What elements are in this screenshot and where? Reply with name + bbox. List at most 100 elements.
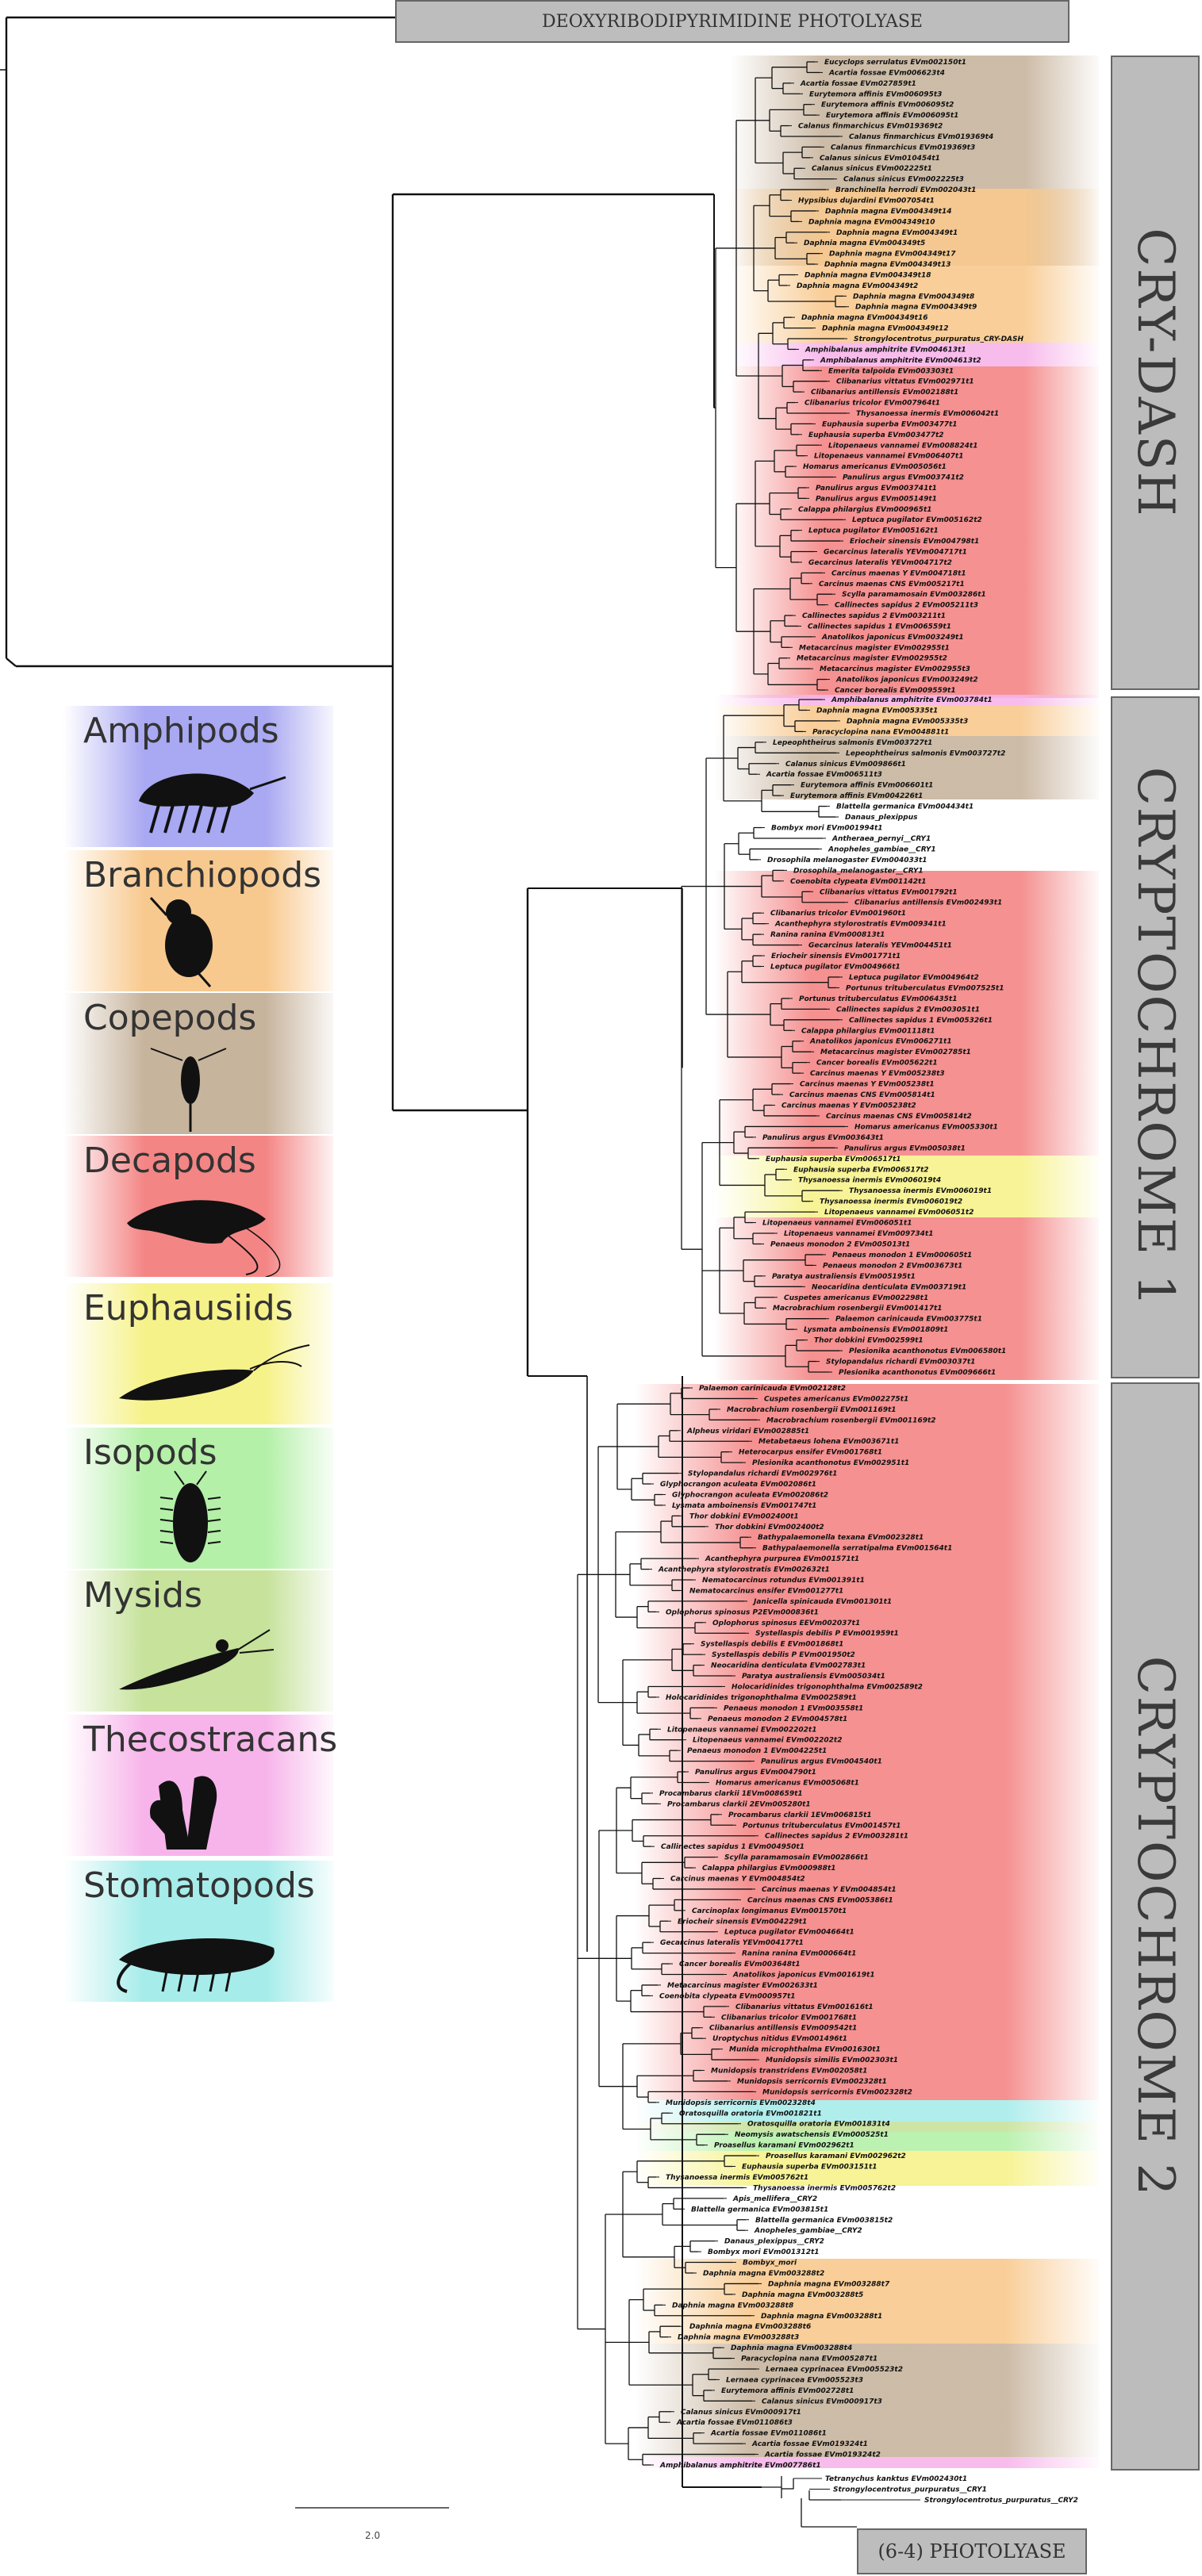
legend-swatch [63,1861,333,2002]
taxon-label: Blattella germanica EVm003815t1 [691,2206,828,2214]
taxon-label: Macrobrachium rosenbergii EVm001169t1 [727,1406,897,1414]
header-label: DEOXYRIBODIPYRIMIDINE PHOTOLYASE [542,11,923,32]
taxon-label: Paracyclopina nana EVm005287t1 [741,2356,877,2363]
taxon-band [714,706,1099,736]
taxon-label: Thysanoessa inermis EVm005762t1 [666,2174,808,2182]
taxon-label: Calanus finmarchicus EVm019369t2 [798,123,943,131]
taxon-label: Thor dobkini EVm002400t1 [689,1512,799,1520]
taxon-label: Macrobrachium rosenbergii EVm001417t1 [773,1305,943,1313]
taxon-label: Plesionika acanthonotus EVm002951t1 [752,1459,909,1467]
taxon-label: Clibanarius antillensis EVm009542t1 [709,2025,857,2033]
taxon-label: Calanus sinicus EVm000917t3 [762,2398,882,2405]
clade-label-cryptochrome-1: CRYPTOCHROME 1 [1111,696,1200,1378]
legend-swatch [63,1283,333,1424]
taxon-label: Acartia fossae EVm006511t3 [766,771,882,779]
taxon-label: Penaeus monodon 2 EVm005013t1 [770,1240,910,1248]
taxon-label: Palaemon carinicauda EVm002128t2 [699,1385,846,1393]
taxon-label: Panulirus argus EVm005038t1 [844,1144,966,1152]
taxon-band [635,2344,1099,2457]
taxon-label: Daphnia magna EVm003288t5 [742,2291,863,2299]
legend-item-stomatopods: Stomatopods [63,1861,333,2002]
clade-label-text: CRYPTOCHROME 1 [1126,766,1185,1309]
taxon-label: Gecarcinus lateralis YEVm004177t1 [660,1939,804,1947]
taxon-label: Hypsibius dujardini EVm007054t1 [798,197,935,205]
taxon-label: Amphibalanus amphitrite EVm007786t1 [659,2462,821,2470]
taxon-label: Acanthephyra stylorostratis EVm002632t1 [658,1566,830,1574]
taxon-label: Callinectes sapidus 1 EVm005326t1 [849,1017,993,1025]
taxon-label: Procambarus clarkii 1EVm008659t1 [659,1790,803,1798]
legend-label: Euphausiids [83,1288,294,1328]
amphipod-icon [139,773,286,834]
euphausiid-icon [119,1344,310,1401]
taxon-label: Carcinus maenas CNS EVm005386t1 [747,1896,893,1904]
taxon-label: Acartia fossae EVm027859t1 [800,80,916,88]
taxon-label: Scylla paramamosain EVm002866t1 [724,1854,869,1862]
legend-label: Copepods [83,998,257,1038]
taxon-band [714,1156,1099,1217]
taxon-label: Munidopsis serricornis EVm002328t4 [666,2099,816,2107]
taxon-label: Homarus americanus EVm005068t1 [716,1779,859,1787]
taxon-label: Neocaridina denticulata EVm003719t1 [812,1283,966,1291]
taxon-label: Clibanarius tricolor EVm001768t1 [721,2014,857,2022]
taxon-band [635,1384,1099,2100]
taxon-label: Homarus americanus EVm005056t1 [803,463,947,471]
taxon-label: Stylopandalus richardi EVm003037t1 [826,1359,975,1367]
taxon-label: Carcinus maenas CNS EVm005814t1 [789,1091,935,1099]
taxon-label: Proasellus karamani EVm002962t1 [714,2142,854,2150]
taxon-label: Portunus trituberculatus EVm001457t1 [743,1822,901,1830]
taxon-label: Thysanoessa inermis EVm006042t1 [856,410,999,418]
taxon-label: Daphnia magna EVm004349t14 [825,208,952,216]
taxon-label: Thor dobkini EVm002400t2 [715,1524,824,1531]
taxon-label: Coenobita clypeata EVm000957t1 [659,1992,796,2000]
taxon-label: Apis_mellifera__CRY2 [732,2195,817,2203]
taxon-label: Lysmata amboinensis EVm001809t1 [804,1326,948,1334]
taxon-label: Cancer borealis EVm005622t1 [816,1060,938,1068]
taxon-label: Gecarcinus lateralis YEVm004717t2 [808,559,952,567]
taxon-label: Callinectes sapidus 2 EVm003281t1 [765,1833,908,1841]
thecostracan-icon [150,1776,217,1850]
taxon-label: Clibanarius tricolor EVm001960t1 [770,910,906,918]
taxon-label: Daphnia magna EVm004349t8 [853,293,974,301]
taxon-label: Uroptychus nitidus EVm001496t1 [712,2035,847,2043]
taxon-label: Callinectes sapidus 1 EVm006559t1 [808,623,951,631]
taxon-label: Systellaspis debilis P EVm001950t2 [712,1651,855,1659]
isopod-icon [159,1470,221,1562]
taxon-label: Calanus finmarchicus EVm019369t4 [849,133,993,141]
taxon-label: Strongylocentrotus_purpuratus_CRY-DASH [854,335,1023,343]
taxon-label: Daphnia magna EVm003288t1 [761,2313,882,2321]
taxon-label: Daphnia magna EVm003288t8 [672,2302,793,2310]
taxon-label: Janicella spinicauda EVm001301t1 [752,1598,892,1606]
taxon-label: Acartia fossae EVm019324t2 [764,2451,881,2459]
taxon-label: Euphausia superba EVm006517t1 [766,1156,901,1163]
taxon-label: Litopenaeus vannamei EVm006051t1 [762,1220,912,1228]
taxon-label: Callinectes sapidus 2 EVm003051t1 [836,1006,980,1014]
taxon-label: Litopenaeus vannamei EVm006051t2 [824,1209,974,1217]
legend-item-decapods: Decapods [63,1136,333,1277]
taxon-label: Gecarcinus lateralis YEVm004451t1 [808,942,952,950]
taxon-label: Eucyclops serrulatus EVm002150t1 [824,59,966,67]
taxon-label: Cuspetes americanus EVm002275t1 [764,1395,908,1403]
header-6-4-photolyase: (6-4) PHOTOLYASE [857,2528,1087,2574]
taxon-label: Daphnia magna EVm005335t1 [816,707,938,715]
taxon-label: Euphausia superba EVm003477t2 [808,431,944,439]
taxon-label: Homarus americanus EVm005330t1 [854,1123,998,1131]
legend-label: Isopods [83,1432,217,1473]
taxon-label: Blattella germanica EVm004434t1 [836,803,974,811]
taxon-label: Bombyx_mori [743,2260,797,2267]
taxon-label: Heterocarpus ensifer EVm001768t1 [739,1449,882,1457]
taxon-label: Anatolikos japonicus EVm006271t1 [809,1038,952,1046]
copepod-icon [150,1048,227,1132]
taxon-label: Lernaea cyprinacea EVm005523t2 [766,2366,903,2374]
taxon-band [714,736,1099,799]
taxon-label: Metabetaeus lohena EVm003671t1 [758,1438,899,1446]
taxon-label: Clibanarius vittatus EVm001616t1 [735,2003,874,2011]
taxon-label: Amphibalanus amphitrite EVm004613t2 [820,357,981,365]
clade-label-text: CRYPTOCHROME 2 [1126,1655,1185,2198]
taxon-label: Munidopsis transtridens EVm002058t1 [711,2068,867,2076]
taxon-label: Clibanarius antillensis EVm002493t1 [854,899,1002,907]
legend-label: Decapods [83,1140,256,1181]
taxon-label: Carcinoplax longimanus EVm001570t1 [692,1907,847,1915]
header-deoxyribodipyrimidine-photolyase: DEOXYRIBODIPYRIMIDINE PHOTOLYASE [395,0,1070,43]
taxon-label: Leptuca pugilator EVm004664t1 [724,1929,854,1937]
